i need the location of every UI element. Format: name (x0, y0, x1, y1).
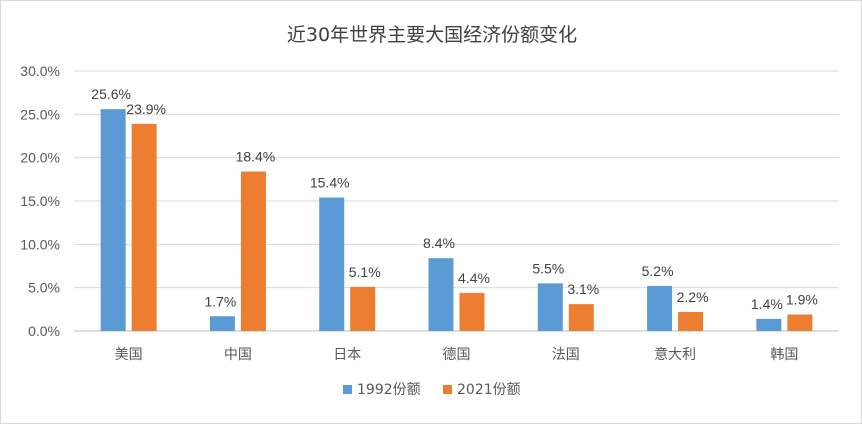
y-tick-label: 0.0% (28, 323, 60, 339)
bars (100, 109, 813, 331)
data-label: 25.6% (91, 86, 131, 102)
legend-label: 1992份额 (357, 382, 421, 398)
bar-series1 (647, 285, 673, 331)
legend-swatch (443, 385, 452, 394)
y-tick-label: 20.0% (20, 150, 60, 166)
data-label: 1.4% (751, 296, 783, 312)
bar-series2 (350, 286, 376, 331)
bar-series1 (209, 316, 235, 331)
bar-series2 (459, 292, 485, 331)
legend: 1992份额 2021份额 (343, 382, 521, 398)
data-label: 5.2% (642, 263, 674, 279)
y-tick-label: 15.0% (20, 193, 60, 209)
bar-series1 (756, 318, 782, 331)
chart-title: 近30年世界主要大国经济份额变化 (287, 24, 577, 46)
x-category-label: 德国 (443, 347, 471, 363)
bar-series1 (319, 197, 345, 331)
data-label: 5.5% (532, 260, 564, 276)
x-category-label: 意大利 (654, 346, 696, 363)
y-tick-label: 25.0% (20, 106, 60, 122)
legend-swatch (343, 385, 352, 394)
data-label: 1.7% (204, 293, 236, 309)
data-label: 18.4% (236, 149, 276, 165)
x-category-label: 日本 (333, 347, 361, 363)
data-label: 8.4% (423, 235, 455, 251)
bar-series2 (678, 311, 704, 331)
y-tick-label: 10.0% (20, 236, 60, 252)
bar-series2 (787, 314, 813, 331)
gridlines (74, 70, 839, 332)
x-category-label: 美国 (115, 347, 143, 363)
bar-series2 (240, 171, 266, 331)
x-category-label: 中国 (224, 347, 252, 363)
y-axis: 0.0% 5.0% 10.0% 15.0% 20.0% 25.0% 30.0% (20, 63, 60, 339)
bar-series2 (568, 304, 594, 331)
bar-series1 (428, 258, 454, 331)
data-label: 15.4% (310, 175, 350, 191)
data-label: 23.9% (126, 101, 166, 117)
x-category-label: 韩国 (770, 347, 798, 363)
x-category-label: 法国 (552, 347, 580, 363)
legend-label: 2021份额 (457, 382, 521, 398)
data-labels: 25.6%23.9% 1.7% 18.4% 15.4% 5.1% 8.4% 4.4% 5.5%… (91, 86, 818, 312)
y-tick-label: 30.0% (20, 63, 60, 79)
bar-series1 (537, 283, 563, 331)
data-label: 2.2% (677, 289, 709, 305)
data-label: 3.1% (567, 281, 599, 297)
bar-series2 (131, 123, 157, 331)
y-tick-label: 5.0% (28, 280, 60, 296)
data-label: 1.9% (786, 292, 818, 308)
x-axis: 美国 中国 日本 德国 法国 意大利 韩国 (115, 346, 799, 363)
data-label: 5.1% (349, 264, 381, 280)
bar-series1 (100, 109, 126, 331)
data-label: 4.4% (458, 270, 490, 286)
